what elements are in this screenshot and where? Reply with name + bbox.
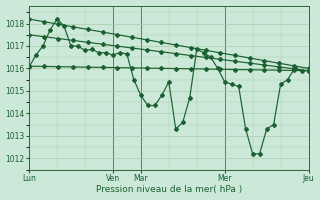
X-axis label: Pression niveau de la mer( hPa ): Pression niveau de la mer( hPa ): [96, 185, 242, 194]
